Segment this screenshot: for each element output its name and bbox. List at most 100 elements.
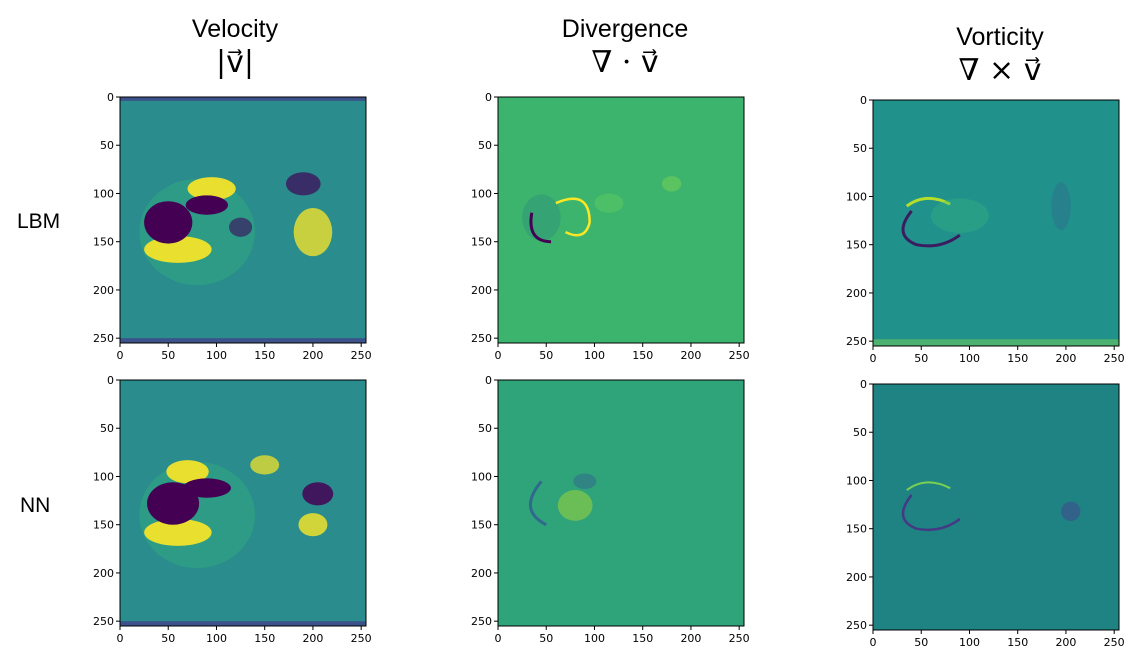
y-tick-label: 100: [846, 190, 867, 203]
x-tick-label: 250: [1104, 636, 1125, 649]
plot-frame: [497, 379, 745, 627]
flow-feature: [302, 482, 334, 506]
plot-frame: [497, 96, 745, 344]
x-tick-label: 100: [959, 636, 980, 649]
plot-frame: [119, 379, 367, 627]
plot-frame: [119, 96, 367, 344]
y-tick-label: 200: [846, 287, 867, 300]
flow-feature: [930, 198, 989, 234]
velocity-lbm-heatmap: 0 50 100 150 200 250 0 50 100 150 200 250: [93, 91, 372, 365]
flow-feature: [120, 621, 366, 626]
y-tick-label: 50: [853, 426, 867, 439]
y-tick-label: 0: [485, 374, 492, 387]
x-tick-label: 0: [870, 352, 877, 365]
formula-text: ∇ × v⃗: [958, 53, 1042, 88]
y-tick-label: 150: [93, 236, 114, 249]
x-tick-label: 150: [632, 632, 653, 645]
x-tick-label: 250: [729, 632, 750, 645]
y-tick-label: 50: [853, 142, 867, 155]
heatmap-field: [498, 380, 744, 626]
y-tick-label: 250: [471, 332, 492, 345]
vorticity-lbm-heatmap: 0 50 100 150 200 250 0 50 100 150 200 250: [846, 94, 1125, 368]
y-tick-label: 100: [471, 470, 492, 483]
x-tick-label: 50: [161, 632, 175, 645]
x-tick-label: 200: [1055, 352, 1076, 365]
velocity-nn-heatmap: 0 50 100 150 200 250 0 50 100 150 200 250: [93, 374, 372, 648]
flow-feature: [147, 482, 200, 525]
flow-feature: [144, 201, 193, 244]
flow-feature: [662, 176, 682, 192]
x-tick-label: 150: [254, 349, 275, 362]
y-tick-label: 150: [471, 519, 492, 532]
x-tick-label: 200: [680, 349, 701, 362]
x-tick-label: 200: [1055, 636, 1076, 649]
flow-feature: [285, 172, 321, 196]
x-tick-label: 0: [495, 349, 502, 362]
x-tick-label: 0: [117, 349, 124, 362]
y-tick-label: 50: [100, 422, 114, 435]
flow-feature: [187, 177, 236, 201]
y-tick-label: 100: [93, 187, 114, 200]
y-tick-label: 250: [93, 332, 114, 345]
flow-feature: [522, 194, 561, 241]
y-tick-label: 150: [846, 239, 867, 252]
y-tick-label: 50: [478, 139, 492, 152]
y-tick-label: 0: [860, 378, 867, 391]
x-tick-label: 50: [539, 632, 553, 645]
x-tick-label: 250: [351, 349, 372, 362]
y-tick-label: 250: [471, 615, 492, 628]
y-tick-label: 50: [478, 422, 492, 435]
x-tick-label: 200: [302, 632, 323, 645]
y-tick-label: 150: [471, 236, 492, 249]
row-label-lbm: LBM: [17, 210, 61, 233]
x-tick-label: 250: [729, 349, 750, 362]
flow-feature: [907, 482, 950, 490]
flow-feature: [873, 339, 1119, 346]
y-tick-label: 0: [860, 94, 867, 107]
y-tick-label: 150: [93, 519, 114, 532]
y-tick-label: 150: [846, 523, 867, 536]
flow-feature: [229, 217, 253, 237]
heatmap-field: [873, 100, 1119, 346]
x-tick-label: 100: [959, 352, 980, 365]
flow-feature: [166, 460, 209, 484]
y-tick-label: 250: [846, 335, 867, 348]
x-tick-label: 150: [1007, 352, 1028, 365]
x-tick-label: 100: [584, 349, 605, 362]
x-tick-label: 250: [351, 632, 372, 645]
x-tick-label: 50: [539, 349, 553, 362]
plot-frame: [872, 383, 1120, 631]
x-tick-label: 150: [632, 349, 653, 362]
x-tick-label: 0: [117, 632, 124, 645]
flow-feature: [594, 193, 624, 213]
y-tick-label: 250: [93, 615, 114, 628]
heatmap-field: [873, 384, 1119, 630]
x-tick-label: 200: [302, 349, 323, 362]
y-tick-label: 0: [107, 374, 114, 387]
flow-feature: [1061, 501, 1081, 521]
divergence-nn-heatmap: 0 50 100 150 200 250 0 50 100 150 200 250: [471, 374, 750, 648]
flow-feature: [185, 195, 229, 215]
flow-feature: [557, 489, 593, 521]
title-text: Divergence: [561, 15, 689, 43]
flow-feature: [903, 495, 960, 530]
flow-feature: [144, 518, 212, 546]
column-title-velocity: Velocity |v⃗|: [160, 14, 310, 82]
x-tick-label: 100: [206, 349, 227, 362]
y-tick-label: 100: [471, 187, 492, 200]
formula-text: |v⃗|: [216, 45, 254, 80]
flow-feature: [530, 481, 546, 524]
divergence-lbm-heatmap: 0 50 100 150 200 250 0 50 100 150 200 250: [471, 91, 750, 365]
x-tick-label: 50: [914, 352, 928, 365]
flow-feature: [293, 207, 333, 257]
flow-feature: [1051, 182, 1071, 231]
row-label-nn: NN: [20, 494, 51, 517]
x-tick-label: 50: [161, 349, 175, 362]
title-text: Velocity: [191, 15, 279, 43]
y-tick-label: 0: [485, 91, 492, 104]
